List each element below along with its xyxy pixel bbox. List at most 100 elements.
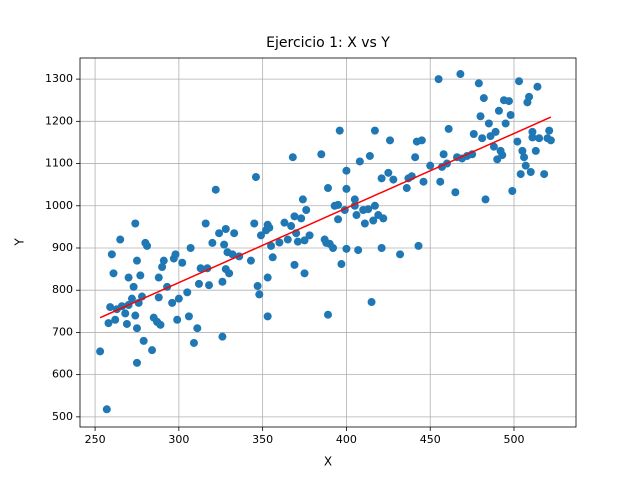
- scatter-point: [183, 288, 192, 297]
- scatter-point: [280, 218, 289, 227]
- scatter-point: [193, 324, 202, 333]
- scatter-point: [168, 298, 177, 307]
- y-axis-label: Y: [13, 238, 27, 247]
- scatter-point: [377, 174, 386, 183]
- scatter-point: [518, 146, 527, 155]
- scatter-point: [377, 243, 386, 252]
- scatter-point: [533, 82, 542, 91]
- scatter-point: [379, 214, 388, 223]
- scatter-point: [317, 150, 326, 159]
- scatter-point: [215, 229, 224, 238]
- scatter-point: [364, 205, 373, 214]
- scatter-point: [132, 324, 141, 333]
- scatter-point: [218, 332, 227, 341]
- scatter-point: [342, 166, 351, 175]
- scatter-point: [434, 75, 443, 84]
- scatter-point: [255, 290, 264, 299]
- scatter-point: [540, 170, 549, 179]
- scatter-point: [228, 250, 237, 259]
- scatter-point: [96, 347, 105, 356]
- scatter-point: [208, 238, 217, 247]
- scatter-point: [396, 250, 405, 259]
- scatter-point: [439, 150, 448, 159]
- scatter-point: [515, 77, 524, 86]
- scatter-point: [342, 184, 351, 193]
- scatter-point: [143, 241, 152, 250]
- scatter-point: [102, 405, 111, 414]
- scatter-point: [546, 136, 555, 145]
- scatter-point: [498, 151, 507, 160]
- scatter-point: [389, 175, 398, 184]
- scatter-point: [491, 127, 500, 136]
- scatter-point: [275, 238, 284, 247]
- scatter-point: [225, 269, 234, 278]
- scatter-point: [384, 168, 393, 177]
- scatter-point: [489, 142, 498, 151]
- x-tick-label: 250: [85, 433, 106, 446]
- scatter-point: [106, 303, 115, 312]
- scatter-point: [158, 262, 167, 271]
- x-tick-label: 500: [504, 433, 525, 446]
- scatter-point: [535, 134, 544, 143]
- scatter-point: [221, 224, 230, 233]
- scatter-point: [528, 133, 537, 142]
- scatter-point: [136, 271, 145, 280]
- scatter-point: [444, 124, 453, 133]
- scatter-point: [104, 319, 113, 328]
- scatter-point: [300, 269, 309, 278]
- scatter-point: [287, 222, 296, 231]
- scatter-point: [253, 281, 262, 290]
- scatter-point: [122, 319, 131, 328]
- scatter-point: [148, 346, 157, 355]
- scatter-point: [300, 236, 309, 245]
- scatter-point: [293, 237, 302, 246]
- scatter-point: [350, 195, 359, 204]
- scatter-point: [474, 79, 483, 88]
- x-tick-label: 300: [168, 433, 189, 446]
- scatter-point: [131, 311, 140, 320]
- scatter-point: [516, 170, 525, 179]
- scatter-point: [290, 212, 299, 221]
- chart-title: Ejercicio 1: X vs Y: [266, 35, 390, 51]
- scatter-point: [246, 256, 255, 265]
- scatter-point: [402, 184, 411, 193]
- scatter-point: [355, 157, 364, 166]
- scatter-point: [494, 106, 503, 115]
- scatter-point: [352, 211, 361, 220]
- scatter-point: [121, 309, 130, 318]
- scatter-point: [531, 146, 540, 155]
- scatter-point: [508, 186, 517, 195]
- scatter-point: [124, 273, 133, 282]
- y-tick-label: 700: [52, 325, 73, 338]
- scatter-point: [283, 235, 292, 244]
- scatter-point: [305, 231, 314, 240]
- y-tick-label: 1200: [45, 114, 73, 127]
- scatter-point: [436, 177, 445, 186]
- scatter-point: [174, 294, 183, 303]
- scatter-point: [251, 173, 260, 182]
- scatter-point: [411, 153, 420, 162]
- scatter-point: [526, 167, 535, 176]
- scatter-point: [334, 200, 343, 209]
- y-tick-label: 1300: [45, 72, 73, 85]
- y-tick-label: 1000: [45, 199, 73, 212]
- scatter-point: [334, 215, 343, 224]
- scatter-point: [194, 279, 203, 288]
- scatter-point: [419, 177, 428, 186]
- scatter-point: [360, 219, 369, 228]
- x-tick-label: 400: [336, 433, 357, 446]
- plot-frame: [79, 57, 577, 428]
- scatter-point: [230, 229, 239, 238]
- scatter-point: [297, 214, 306, 223]
- scatter-point: [329, 243, 338, 252]
- scatter-point: [132, 358, 141, 367]
- scatter-point: [525, 92, 534, 101]
- scatter-point: [171, 250, 180, 259]
- x-tick-label: 450: [420, 433, 441, 446]
- scatter-point: [370, 201, 379, 210]
- scatter-point: [156, 320, 165, 329]
- scatter-point: [369, 216, 378, 225]
- scatter-point: [159, 256, 168, 265]
- fit-line: [99, 116, 552, 319]
